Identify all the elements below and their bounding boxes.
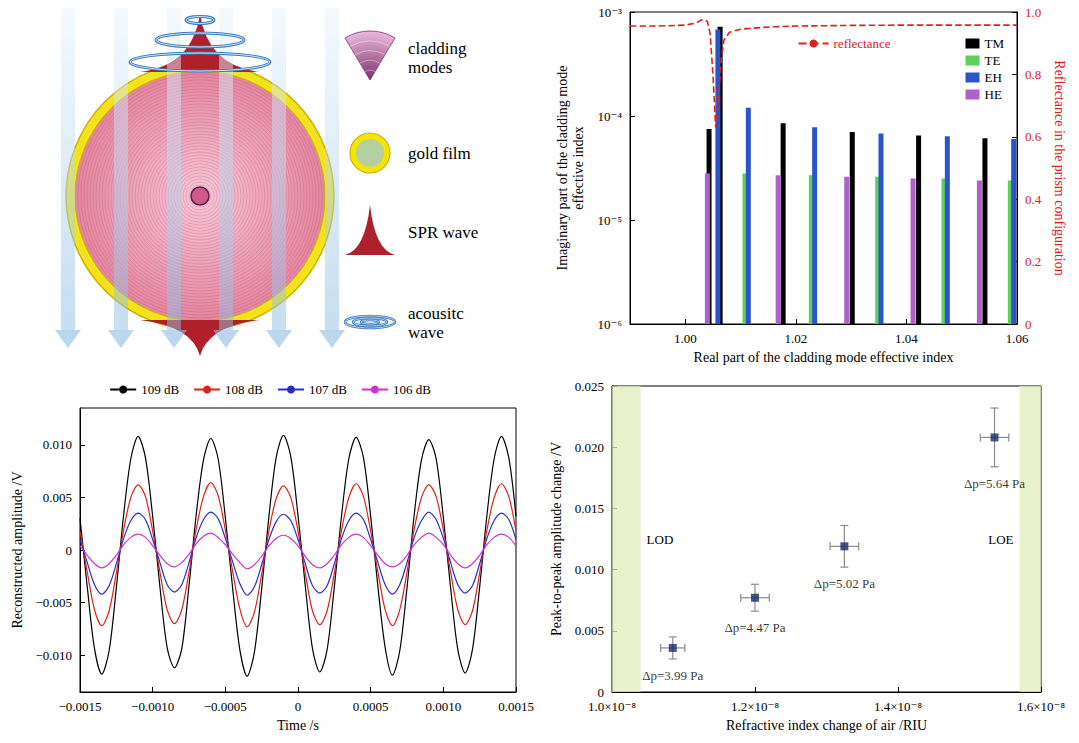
svg-text:LOD: LOD [647, 532, 674, 547]
svg-text:0.020: 0.020 [575, 440, 604, 455]
svg-text:0: 0 [66, 543, 73, 558]
svg-text:HE: HE [985, 87, 1002, 102]
svg-text:0.025: 0.025 [575, 379, 604, 394]
svg-text:reflectance: reflectance [834, 36, 891, 51]
svg-text:0.005: 0.005 [575, 623, 604, 638]
svg-text:1.4×10⁻⁸: 1.4×10⁻⁸ [874, 699, 922, 714]
svg-text:0.0010: 0.0010 [425, 699, 461, 714]
svg-text:0: 0 [598, 685, 605, 700]
svg-text:1.00: 1.00 [674, 331, 697, 346]
svg-text:1.06: 1.06 [1006, 331, 1029, 346]
svg-text:1.2×10⁻⁸: 1.2×10⁻⁸ [731, 699, 779, 714]
svg-text:−0.0005: −0.0005 [204, 699, 247, 714]
svg-text:0.0015: 0.0015 [498, 699, 534, 714]
svg-text:Reflectance in the prism confi: Reflectance in the prism configuration [1052, 60, 1067, 275]
svg-text:0: 0 [1025, 317, 1032, 332]
svg-text:cladding: cladding [408, 39, 467, 58]
svg-text:wave: wave [408, 323, 444, 342]
svg-text:−0.005: −0.005 [35, 595, 72, 610]
svg-text:1.02: 1.02 [784, 331, 807, 346]
svg-text:TE: TE [985, 53, 1001, 68]
svg-text:Δp=5.64 Pa: Δp=5.64 Pa [964, 476, 1025, 491]
svg-text:107 dB: 107 dB [309, 382, 347, 397]
svg-text:0.6: 0.6 [1025, 129, 1042, 144]
svg-text:0.2: 0.2 [1025, 254, 1041, 269]
svg-text:0.8: 0.8 [1025, 67, 1041, 82]
svg-text:0.005: 0.005 [43, 490, 72, 505]
svg-text:gold film: gold film [408, 144, 471, 163]
svg-text:1.0×10⁻⁸: 1.0×10⁻⁸ [588, 699, 636, 714]
svg-text:LOE: LOE [988, 532, 1013, 547]
svg-text:Refractive index change of air: Refractive index change of air /RIU [726, 718, 927, 733]
svg-text:−0.0010: −0.0010 [131, 699, 174, 714]
svg-text:Reconstructed amplitude /V: Reconstructed amplitude /V [10, 471, 25, 628]
svg-text:10⁻⁵: 10⁻⁵ [598, 213, 622, 228]
svg-text:modes: modes [408, 58, 452, 77]
svg-text:0: 0 [295, 699, 302, 714]
svg-text:0.0005: 0.0005 [353, 699, 389, 714]
svg-text:−0.010: −0.010 [35, 648, 72, 663]
svg-text:Peak-to-peak amplitude change: Peak-to-peak amplitude change /V [549, 442, 564, 636]
svg-text:Δp=3.99 Pa: Δp=3.99 Pa [642, 668, 703, 683]
svg-text:1.0: 1.0 [1025, 5, 1041, 20]
svg-text:10⁻⁴: 10⁻⁴ [598, 109, 623, 124]
svg-text:0.010: 0.010 [43, 437, 72, 452]
svg-text:SPR wave: SPR wave [408, 223, 478, 242]
svg-text:Δp=4.47 Pa: Δp=4.47 Pa [724, 620, 785, 635]
svg-text:0.4: 0.4 [1025, 192, 1042, 207]
svg-text:1.6×10⁻⁸: 1.6×10⁻⁸ [1017, 699, 1065, 714]
svg-text:1.04: 1.04 [895, 331, 918, 346]
svg-text:−0.0015: −0.0015 [58, 699, 101, 714]
svg-text:EH: EH [985, 70, 1002, 85]
svg-text:Δp=5.02 Pa: Δp=5.02 Pa [814, 576, 875, 591]
svg-text:108 dB: 108 dB [225, 382, 263, 397]
svg-text:Imaginary part of the cladding: Imaginary part of the cladding mode [555, 66, 570, 271]
svg-text:10⁻³: 10⁻³ [598, 5, 622, 20]
svg-text:10⁻⁶: 10⁻⁶ [598, 317, 622, 332]
svg-text:TM: TM [985, 36, 1005, 51]
svg-text:acousitc: acousitc [408, 304, 464, 323]
svg-text:106 dB: 106 dB [393, 382, 431, 397]
svg-text:Real part of the cladding mode: Real part of the cladding mode effective… [694, 350, 954, 365]
svg-text:0.015: 0.015 [575, 501, 604, 516]
svg-text:Time /s: Time /s [277, 718, 319, 733]
svg-text:0.010: 0.010 [575, 562, 604, 577]
svg-text:109 dB: 109 dB [141, 382, 179, 397]
svg-text:effective index: effective index [571, 126, 586, 209]
